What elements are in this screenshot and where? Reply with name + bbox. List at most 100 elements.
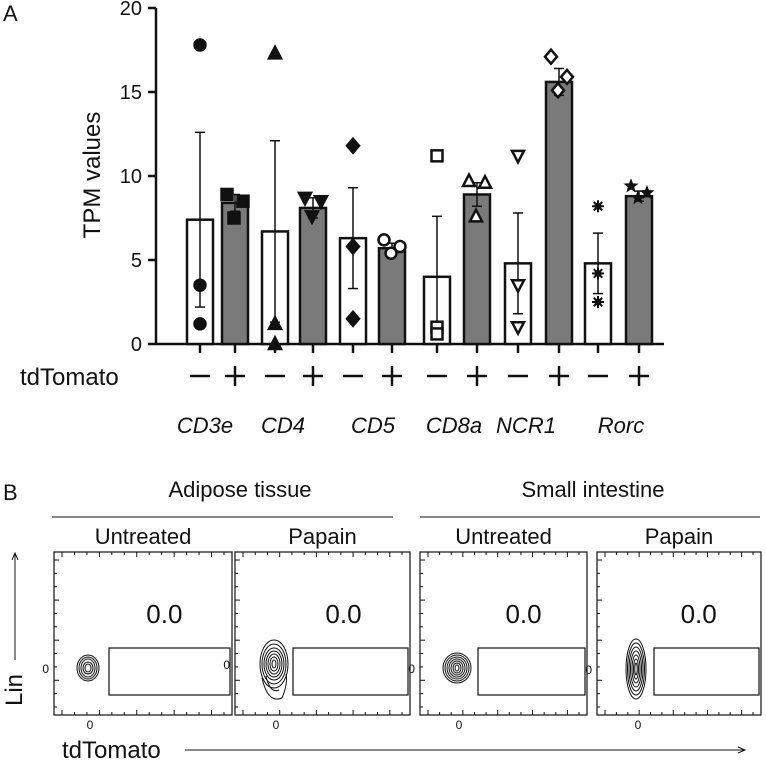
contour-line (269, 656, 279, 672)
data-point-diamond (550, 81, 566, 100)
panel-a-label: A (3, 1, 18, 26)
contour-line (442, 652, 472, 684)
flow-plot-frame (234, 551, 411, 716)
condition-title: Papain (645, 524, 714, 549)
data-point-square (227, 211, 241, 225)
flow-plot-frame (419, 551, 588, 716)
bar-ncr1-plus (544, 80, 574, 346)
gene-label-cd5: CD5 (351, 413, 396, 438)
condition-title: Papain (288, 524, 357, 549)
gene-labels: CD3e CD4 CD5 CD8a NCR1 Rorc (177, 413, 644, 438)
tdtomato-row-label: tdTomato (20, 364, 119, 391)
flow-plot: Papain 0 0 0.0 (585, 524, 762, 732)
contour-line (630, 650, 642, 688)
tdtomato-axis-label: tdTomato (62, 737, 161, 764)
contour-line (261, 643, 287, 685)
contour-line (259, 639, 289, 689)
data-point-diamond (345, 136, 361, 155)
data-point-circle (384, 246, 398, 261)
condition-title: Untreated (455, 524, 552, 549)
contour-line (628, 646, 644, 692)
contour-line (633, 658, 639, 680)
data-point-circle (193, 278, 207, 292)
contour-line (261, 673, 287, 700)
contour-line (452, 662, 462, 674)
gene-label-ncr1: NCR1 (496, 413, 556, 438)
contour-line (267, 653, 281, 675)
data-point-diamond (345, 237, 361, 256)
lin-zero-label: 0 (42, 662, 49, 676)
data-point-triangle-down (509, 149, 527, 166)
tdtomato-zero-label: 0 (87, 718, 94, 732)
data-point-triangle-down (312, 194, 330, 211)
flow-plot: Untreated 0 0 0.0 (408, 524, 588, 732)
contour-line (631, 654, 641, 684)
contour-line (80, 658, 96, 678)
gene-label-cd8a: CD8a (426, 413, 482, 438)
contour-line (84, 663, 92, 673)
gate-percentage: 0.0 (325, 599, 361, 629)
gate-box (653, 647, 760, 696)
data-point-triangle-down (509, 320, 527, 337)
data-point-circle (193, 38, 207, 52)
data-point-triangle (467, 207, 485, 223)
group-title-adipose: Adipose tissue (168, 477, 311, 502)
contour-line (265, 650, 283, 678)
bars (185, 67, 654, 346)
data-point-asterisk (592, 296, 604, 308)
y-tick-label: 0 (131, 334, 142, 356)
flow-plots: Untreated000.0Papain000.0Untreated000.0P… (42, 524, 762, 732)
data-point-circle (193, 317, 207, 331)
tdtomato-signs (190, 366, 649, 386)
chart-ylabel: TPM values (79, 112, 106, 239)
data-point-square (430, 149, 444, 163)
contour-line (634, 662, 638, 676)
data-point-star (630, 189, 646, 205)
contour-line (450, 660, 464, 676)
data-point-triangle (266, 44, 284, 60)
data-point-triangle-down (509, 278, 527, 295)
bar-cd4-plus (298, 206, 328, 346)
data-point-triangle (460, 171, 478, 188)
data-point-diamond (559, 67, 575, 86)
contour-line (627, 642, 645, 696)
contour-line (263, 647, 285, 681)
gene-label-cd3e: CD3e (177, 413, 233, 438)
lin-axis-label: Lin (1, 674, 28, 706)
gate-box (477, 647, 586, 696)
bar-cd5-plus (377, 246, 407, 346)
bar-cd3e-plus (220, 201, 250, 346)
contour-line (448, 658, 466, 678)
contour-line (76, 654, 100, 682)
y-tick-label: 10 (120, 166, 142, 188)
data-point-square (236, 194, 250, 208)
data-point-diamond (345, 309, 361, 328)
data-point-square (220, 187, 234, 202)
tdtomato-zero-label: 0 (456, 718, 463, 732)
contour-line (265, 675, 280, 692)
gate-box (108, 647, 231, 696)
x-ticks (198, 344, 641, 353)
lin-zero-label: 0 (223, 658, 230, 672)
lin-zero-label: 0 (585, 663, 592, 677)
data-point-triangle-down (296, 191, 314, 208)
gate-percentage: 0.0 (681, 599, 717, 629)
bar-rorc-plus (624, 194, 654, 346)
lin-zero-label: 0 (408, 662, 415, 676)
panel-b-label: B (3, 480, 18, 505)
contour-line (78, 656, 98, 680)
data-point-star (623, 178, 639, 193)
tdtomato-zero-label: 0 (273, 718, 280, 732)
data-point-triangle (266, 334, 284, 351)
data-point-triangle (266, 314, 284, 331)
flow-plot: Papain 0 0 0.0 (223, 524, 411, 732)
contour-line (271, 659, 277, 669)
data-point-square (430, 327, 444, 341)
contour-line (454, 664, 460, 672)
group-title-intestine: Small intestine (521, 477, 664, 502)
gene-label-rorc: Rorc (598, 413, 644, 438)
condition-title: Untreated (95, 524, 192, 549)
data-point-diamond (543, 47, 559, 66)
contour-line (444, 654, 470, 682)
